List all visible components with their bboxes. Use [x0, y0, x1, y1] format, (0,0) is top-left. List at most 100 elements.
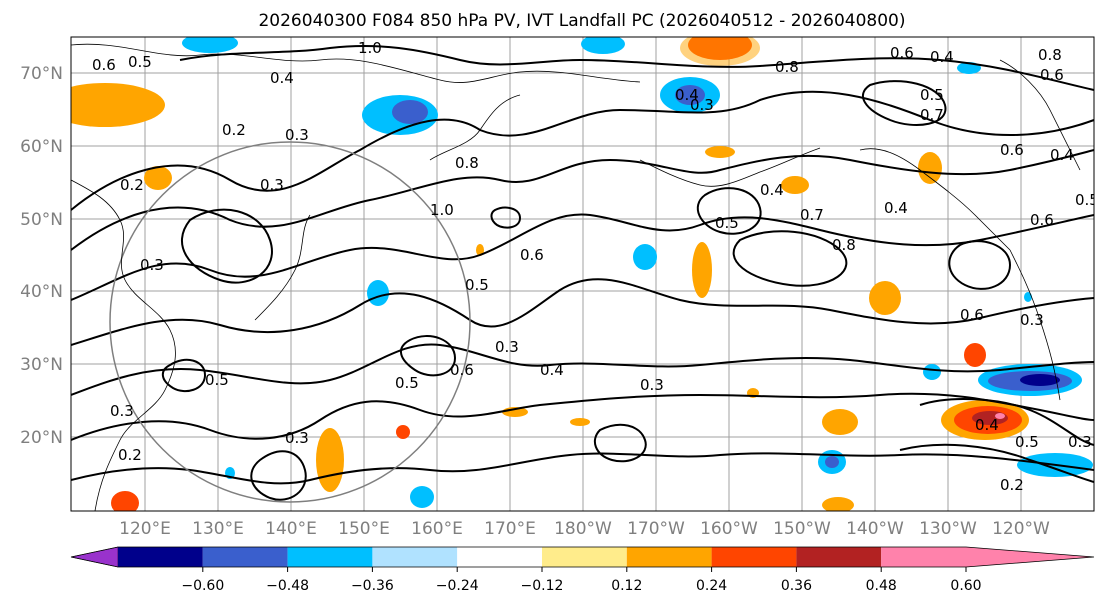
lat-label: 50°N — [20, 210, 63, 230]
map-title: 2026040300 F084 850 hPa PV, IVT Landfall… — [258, 11, 905, 31]
map-frame — [70, 36, 1095, 512]
contour-label: 0.4 — [930, 48, 954, 66]
lat-label: 60°N — [20, 137, 63, 157]
contour-label: 0.7 — [920, 106, 944, 124]
colorbar-segment — [287, 547, 373, 567]
contour-label: 0.8 — [1038, 46, 1062, 64]
contour-label: 0.3 — [260, 176, 284, 194]
lon-label: 160°E — [411, 519, 463, 539]
colorbar-tick-label: −0.12 — [521, 578, 564, 594]
contour-label: 0.5 — [465, 276, 489, 294]
lon-label: 130°E — [192, 519, 244, 539]
lon-label: 140°W — [846, 519, 904, 539]
lon-label: 170°W — [627, 519, 685, 539]
longitude-labels: 120°E 130°E 140°E 150°E 160°E 170°E 180°… — [119, 519, 1050, 539]
contour-label: 0.7 — [800, 206, 824, 224]
pc-shading — [71, 37, 1093, 511]
contour-label: 0.2 — [1000, 476, 1024, 494]
lat-label: 20°N — [20, 428, 63, 448]
colorbar: −0.60 −0.48 −0.36 −0.24 −0.12 0.12 0.24 … — [70, 546, 1095, 594]
contour-label: 0.5 — [128, 53, 152, 71]
coastlines — [71, 43, 1081, 511]
lat-label: 40°N — [20, 282, 63, 302]
contour-label: 0.3 — [690, 96, 714, 114]
contour-label: 0.6 — [1040, 66, 1064, 84]
colorbar-extend-low — [70, 546, 119, 568]
contour-label: 0.3 — [640, 376, 664, 394]
colorbar-tick-label: 0.24 — [696, 578, 727, 594]
contour-label: 0.5 — [920, 86, 944, 104]
pv-contours — [71, 44, 1094, 501]
contour-label: 1.0 — [430, 201, 454, 219]
contour-label: 0.2 — [118, 446, 142, 464]
contour-label: 0.2 — [120, 176, 144, 194]
contour-label: 0.4 — [675, 86, 699, 104]
lon-label: 120°W — [992, 519, 1050, 539]
contour-label: 0.5 — [1075, 191, 1099, 209]
contour-label: 0.3 — [495, 338, 519, 356]
colorbar-tick-label: 0.60 — [950, 578, 981, 594]
contour-label: 0.6 — [890, 44, 914, 62]
colorbar-segment — [881, 547, 966, 567]
contour-label: 1.0 — [358, 39, 382, 57]
contour-label: 0.6 — [450, 361, 474, 379]
lat-label: 30°N — [20, 355, 63, 375]
contour-label: 0.3 — [1068, 433, 1092, 451]
colorbar-segment — [542, 547, 627, 567]
contour-label: 0.3 — [1020, 311, 1044, 329]
colorbar-tick-label: −0.36 — [351, 578, 394, 594]
contour-label: 0.6 — [1030, 211, 1054, 229]
contour-label: 0.4 — [1050, 146, 1074, 164]
landfall-circle — [109, 141, 471, 503]
latitude-labels: 70°N 60°N 50°N 40°N 30°N 20°N — [20, 64, 63, 448]
colorbar-tick-label: 0.36 — [781, 578, 812, 594]
contour-label: 0.6 — [92, 56, 116, 74]
colorbar-segment — [711, 547, 797, 567]
contour-label: 0.8 — [832, 236, 856, 254]
colorbar-tick-label: 0.48 — [866, 578, 897, 594]
colorbar-segment — [626, 547, 712, 567]
colorbar-outline — [70, 546, 1095, 568]
colorbar-segment — [202, 547, 288, 567]
contour-label: 0.3 — [285, 126, 309, 144]
lon-label: 150°W — [773, 519, 831, 539]
contour-label: 0.4 — [540, 361, 564, 379]
contour-label: 0.5 — [715, 214, 739, 232]
colorbar-tick-label: −0.60 — [181, 578, 224, 594]
contour-label: 0.2 — [222, 121, 246, 139]
contour-label: 0.6 — [960, 306, 984, 324]
colorbar-segment — [118, 547, 203, 567]
lon-label: 120°E — [119, 519, 171, 539]
lon-label: 140°E — [265, 519, 317, 539]
contour-label: 0.8 — [455, 154, 479, 172]
lon-label: 180°W — [554, 519, 612, 539]
contour-label: 0.6 — [520, 246, 544, 264]
contour-label: 0.5 — [395, 374, 419, 392]
contour-label: 0.4 — [884, 199, 908, 217]
lon-label: 160°W — [700, 519, 758, 539]
map-panel: 0.6 0.5 0.4 0.2 0.3 1.0 0.4 0.3 0.2 0.3 … — [70, 36, 1099, 512]
contour-label: 0.8 — [775, 58, 799, 76]
lon-label: 130°W — [919, 519, 977, 539]
gridlines — [71, 37, 1094, 511]
contour-label: 0.3 — [285, 429, 309, 447]
contour-label: 0.4 — [975, 416, 999, 434]
colorbar-segment — [457, 547, 542, 567]
colorbar-segment — [372, 547, 458, 567]
colorbar-ticks — [202, 567, 967, 572]
contour-label: 0.6 — [1000, 141, 1024, 159]
contour-label: 0.5 — [1015, 433, 1039, 451]
colorbar-segment — [796, 547, 882, 567]
contour-label: 0.3 — [110, 402, 134, 420]
contour-label: 0.4 — [270, 69, 294, 87]
lon-label: 150°E — [338, 519, 390, 539]
colorbar-tick-label: 0.12 — [611, 578, 642, 594]
colorbar-extend-high — [966, 547, 1094, 567]
colorbar-tick-label: −0.24 — [436, 578, 479, 594]
contour-label: 0.3 — [140, 256, 164, 274]
lon-label: 170°E — [484, 519, 536, 539]
contour-labels: 0.6 0.5 0.4 0.2 0.3 1.0 0.4 0.3 0.2 0.3 … — [92, 39, 1099, 494]
contour-label: 0.5 — [205, 371, 229, 389]
colorbar-tick-label: −0.48 — [266, 578, 309, 594]
